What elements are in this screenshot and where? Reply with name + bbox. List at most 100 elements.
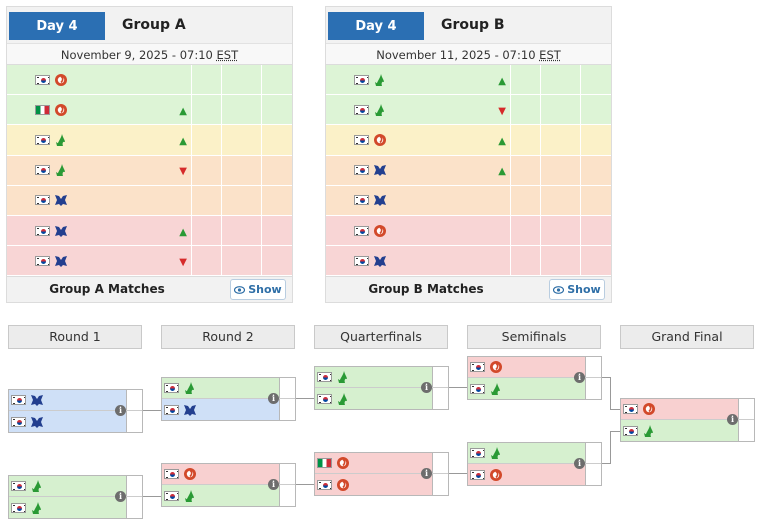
- series-record: [510, 65, 540, 95]
- series-record: [510, 125, 540, 155]
- bracket-slot[interactable]: [162, 464, 295, 485]
- bracket-slot[interactable]: [9, 390, 142, 411]
- terran-race-icon: [55, 195, 67, 207]
- player-cell: [33, 193, 191, 207]
- south-korea-flag-icon: [164, 383, 179, 393]
- match-qfa: [314, 366, 449, 410]
- info-icon[interactable]: i: [421, 468, 432, 479]
- bracket-connector: [143, 410, 161, 411]
- rank-change: ▲: [179, 224, 187, 238]
- bracket-slot[interactable]: [315, 474, 448, 495]
- bracket-connector: [602, 463, 611, 464]
- eye-icon: [234, 285, 246, 294]
- standings-row: [7, 185, 292, 216]
- bracket-slot[interactable]: [468, 464, 601, 485]
- group-title: Group A: [122, 17, 186, 33]
- standings-row: ▼: [326, 95, 611, 126]
- bracket-connector: [610, 431, 611, 464]
- terran-race-icon: [184, 404, 196, 416]
- bracket-slot[interactable]: [468, 378, 601, 399]
- show-matches-button[interactable]: Show: [549, 279, 605, 301]
- south-korea-flag-icon: [354, 104, 369, 115]
- standings-rows: ▲ ▼ ▲ ▲: [326, 65, 611, 277]
- date-text: November 9, 2025 - 07:10: [60, 48, 213, 62]
- game-diff: [261, 155, 292, 185]
- bracket-slot[interactable]: [315, 367, 448, 388]
- bracket-score: [585, 443, 601, 463]
- bracket-slot[interactable]: [621, 420, 754, 441]
- bracket-slot[interactable]: [9, 411, 142, 432]
- game-diff: [261, 185, 292, 215]
- bracket-slot[interactable]: [9, 497, 142, 518]
- series-record: [510, 95, 540, 125]
- group-footer: Group B Matches Show: [326, 276, 611, 303]
- game-record: [540, 215, 580, 246]
- group-title: Group B: [441, 17, 505, 33]
- zerg-race-icon: [185, 489, 194, 502]
- bracket-slot[interactable]: [468, 443, 601, 464]
- bracket-score: [738, 399, 754, 419]
- bracket-slot[interactable]: [315, 388, 448, 409]
- rank-up-icon: ▲: [498, 75, 506, 87]
- bracket-slot[interactable]: [162, 399, 295, 420]
- bracket-slot[interactable]: [162, 485, 295, 506]
- bracket-slot[interactable]: [315, 453, 448, 474]
- zerg-race-icon: [338, 371, 347, 383]
- day-tab[interactable]: Day 4: [328, 12, 424, 40]
- info-icon[interactable]: i: [115, 405, 126, 416]
- south-korea-flag-icon: [354, 165, 369, 176]
- standings-row: ▲: [326, 125, 611, 156]
- game-diff: [261, 215, 292, 246]
- south-korea-flag-icon: [164, 490, 179, 501]
- series-record: [191, 215, 221, 246]
- round-header-quarterfinals: Quarterfinals: [314, 325, 448, 349]
- info-icon[interactable]: i: [421, 382, 432, 393]
- south-korea-flag-icon: [470, 383, 485, 394]
- timezone-abbr[interactable]: EST: [539, 48, 561, 62]
- info-icon[interactable]: i: [115, 491, 126, 502]
- rank-down-icon: ▼: [179, 166, 187, 178]
- show-matches-button[interactable]: Show: [230, 279, 286, 301]
- south-korea-flag-icon: [354, 255, 369, 266]
- group-date: November 11, 2025 - 07:10 EST: [326, 43, 611, 65]
- bracket-score: [432, 474, 448, 495]
- protoss-race-icon: [374, 133, 386, 146]
- rank-up-icon: ▲: [179, 226, 187, 238]
- protoss-race-icon: [55, 103, 67, 116]
- day-tab[interactable]: Day 4: [9, 12, 105, 40]
- protoss-race-icon: [337, 478, 349, 491]
- standings-row: ▲: [326, 155, 611, 186]
- bracket-slot[interactable]: [468, 357, 601, 378]
- south-korea-flag-icon: [11, 395, 26, 405]
- info-icon[interactable]: i: [574, 372, 585, 383]
- timezone-abbr[interactable]: EST: [216, 48, 239, 62]
- zerg-race-icon: [338, 392, 347, 405]
- bracket-slot[interactable]: [9, 476, 142, 497]
- south-korea-flag-icon: [164, 404, 179, 415]
- bracket-slot[interactable]: [621, 399, 754, 420]
- bracket-connector: [610, 431, 620, 432]
- bracket-connector: [143, 496, 161, 497]
- info-icon[interactable]: i: [268, 393, 279, 404]
- info-icon[interactable]: i: [727, 414, 738, 425]
- bracket-connector: [610, 377, 611, 410]
- rank-change: ▲: [498, 133, 506, 147]
- terran-race-icon: [31, 395, 43, 406]
- south-korea-flag-icon: [470, 362, 485, 372]
- south-korea-flag-icon: [623, 404, 638, 414]
- bracket-connector: [602, 377, 611, 378]
- game-record: [221, 185, 261, 215]
- info-icon[interactable]: i: [574, 458, 585, 469]
- match-r2b: [161, 463, 296, 507]
- game-record: [540, 125, 580, 155]
- rank-change: ▼: [498, 103, 506, 117]
- game-record: [540, 65, 580, 95]
- series-record: [510, 155, 540, 185]
- rank-change: ▼: [179, 163, 187, 177]
- player-cell: ▼: [33, 163, 191, 177]
- bracket-score: [432, 388, 448, 409]
- bracket-slot[interactable]: [162, 378, 295, 399]
- south-korea-flag-icon: [470, 469, 485, 480]
- info-icon[interactable]: i: [268, 479, 279, 490]
- game-record: [221, 215, 261, 246]
